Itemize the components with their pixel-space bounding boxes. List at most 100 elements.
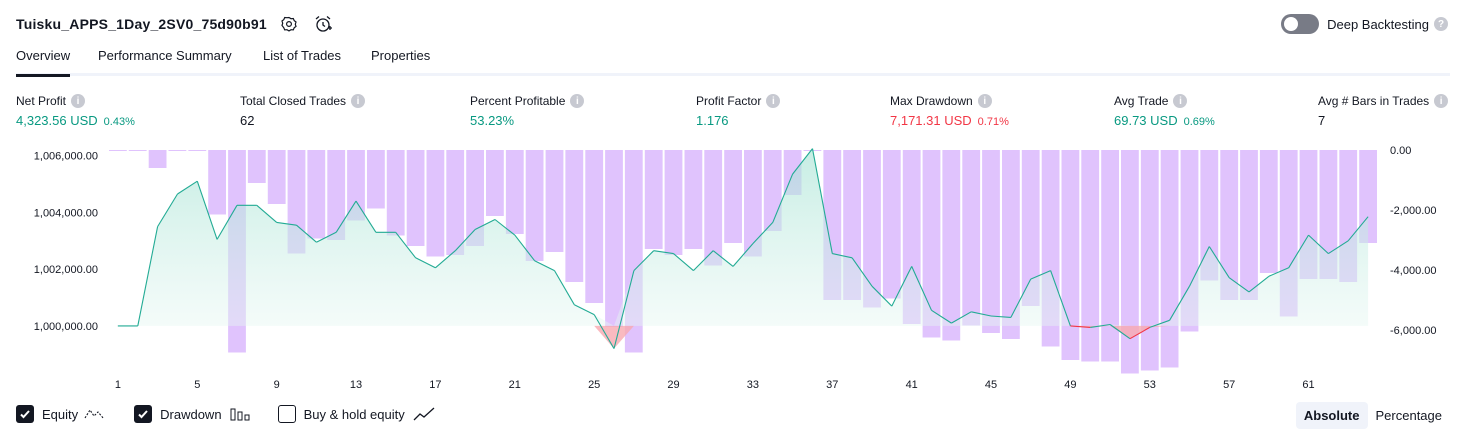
- equity-line-segment: [574, 304, 595, 316]
- equity-line-segment: [673, 253, 694, 272]
- equity-line-segment: [1248, 275, 1270, 293]
- equity-line-segment: [633, 250, 655, 271]
- tab-bar: Overview Performance Summary List of Tra…: [16, 44, 1450, 77]
- metrics-row: Net Profit i 4,323.56 USD 0.43% Total Clos…: [16, 92, 1450, 132]
- percentage-button[interactable]: Percentage: [1375, 407, 1443, 423]
- drawdown-bar: [486, 150, 504, 216]
- x-axis-tick-label: 61: [1302, 379, 1314, 391]
- equity-line-segment: [554, 270, 575, 305]
- equity-line-segment: [157, 193, 178, 227]
- info-icon[interactable]: i: [1434, 94, 1449, 108]
- info-icon[interactable]: i: [71, 94, 86, 108]
- info-icon[interactable]: i: [351, 94, 366, 108]
- x-axis-tick-label: 49: [1064, 379, 1076, 391]
- strategy-title-row: Tuisku_APPS_1Day_2SV0_75d90b91: [16, 12, 335, 36]
- equity-line-segment: [891, 266, 913, 307]
- info-icon[interactable]: i: [766, 94, 781, 108]
- x-axis-tick-label: 17: [429, 379, 441, 391]
- x-axis-tick-label: 33: [747, 379, 759, 391]
- drawdown-bar: [347, 150, 365, 221]
- equity-line-segment: [474, 219, 496, 230]
- gear-icon[interactable]: [277, 12, 301, 36]
- equity-chart[interactable]: 1,006,000.00 1,004,000.00 1,002,000.00 1,00…: [0, 140, 1466, 398]
- buy-hold-checkbox[interactable]: [277, 405, 296, 423]
- legend-equity-label: Equity: [42, 406, 79, 422]
- equity-line-segment: [832, 253, 853, 259]
- metric-total-closed-trades: Total Closed Trades i 62: [240, 92, 366, 128]
- alarm-clock-icon[interactable]: [311, 12, 335, 36]
- drawdown-bar: [1140, 150, 1159, 371]
- info-icon[interactable]: i: [1173, 94, 1188, 108]
- equity-line-segment: [593, 314, 615, 349]
- equity-line-segment: [871, 285, 893, 307]
- equity-line-segment: [951, 311, 972, 324]
- equity-area: [117, 148, 1369, 326]
- equity-line-segment: [1030, 270, 1051, 280]
- x-axis-tick-label: 57: [1223, 379, 1235, 391]
- tab-properties[interactable]: Properties: [371, 48, 431, 63]
- x-axis-tick-label: 1: [115, 379, 121, 391]
- metric-label: Avg Trade: [1114, 94, 1169, 108]
- x-axis-tick-label: 41: [906, 379, 918, 391]
- drawdown-checkbox[interactable]: [134, 405, 153, 423]
- drawdown-bar: [1061, 150, 1080, 360]
- deep-backtesting-toggle[interactable]: [1281, 14, 1320, 34]
- metric-label: Profit Factor: [696, 94, 762, 108]
- info-icon[interactable]: i: [570, 94, 585, 108]
- help-icon[interactable]: ?: [1434, 17, 1448, 31]
- legend-buy-hold[interactable]: Buy & hold equity: [277, 405, 435, 423]
- equity-line-segment: [395, 231, 417, 259]
- legend-equity[interactable]: Equity: [16, 405, 106, 423]
- tab-overview[interactable]: Overview: [16, 48, 71, 77]
- chart-legend: Equity Drawdown Buy & hold equity: [16, 402, 463, 426]
- equity-line-segment: [1228, 277, 1250, 293]
- metric-label: Max Drawdown: [890, 94, 973, 108]
- equity-line-segment: [1070, 325, 1091, 328]
- x-axis-tick-label: 9: [274, 379, 280, 391]
- equity-line-segment: [494, 219, 516, 236]
- equity-line-segment: [216, 205, 238, 240]
- drawdown-bar: [1240, 150, 1258, 300]
- drawdown-bar: [605, 150, 623, 327]
- drawdown-bar: [1200, 150, 1219, 281]
- tab-list-of-trades[interactable]: List of Trades: [263, 48, 342, 63]
- equity-line-segment: [534, 260, 555, 272]
- metric-value: 4,323.56 USD: [16, 113, 98, 128]
- x-axis-tick-label: 45: [985, 379, 997, 391]
- equity-line-segment: [296, 224, 317, 243]
- drawdown-bar: [942, 150, 961, 341]
- tab-performance-summary[interactable]: Performance Summary: [98, 48, 232, 63]
- equity-line-segment: [514, 234, 536, 262]
- equity-checkbox[interactable]: [16, 405, 34, 423]
- equity-line-segment: [276, 221, 297, 226]
- drawdown-bar: [367, 150, 385, 209]
- legend-buy-hold-label: Buy & hold equity: [303, 406, 405, 422]
- equity-line-segment: [1010, 278, 1032, 318]
- metric-net-profit: Net Profit i 4,323.56 USD 0.43%: [16, 92, 135, 128]
- x-axis-tick-label: 53: [1144, 379, 1156, 391]
- drawdown-bars-icon: [230, 407, 250, 421]
- equity-line-segment: [454, 229, 476, 252]
- scale-toggle: Absolute Percentage: [1295, 400, 1450, 430]
- x-axis-tick-label: 37: [826, 379, 838, 391]
- legend-drawdown[interactable]: Drawdown: [134, 405, 250, 423]
- equity-line-segment: [1050, 270, 1071, 327]
- metric-label: Net Profit: [16, 94, 67, 108]
- drawdown-bar: [863, 150, 881, 308]
- drawdown-bar: [446, 150, 465, 255]
- deep-backtesting: Deep Backtesting ?: [1281, 12, 1448, 36]
- equity-drawdown-chart[interactable]: 1,006,000.00 1,004,000.00 1,002,000.00 1,00…: [0, 140, 1466, 398]
- absolute-button[interactable]: Absolute: [1295, 401, 1368, 429]
- drawdown-bar: [644, 150, 663, 249]
- equity-line-segment: [1189, 246, 1210, 287]
- info-icon[interactable]: i: [977, 94, 992, 108]
- right-axis-label: -6,000.00: [1390, 325, 1436, 337]
- strategy-title: Tuisku_APPS_1Day_2SV0_75d90b91: [16, 16, 267, 32]
- metric-label: Total Closed Trades: [240, 94, 347, 108]
- equity-line-segment: [811, 148, 833, 254]
- equity-line-segment: [693, 250, 714, 271]
- drawdown-bar: [1319, 150, 1338, 279]
- drawdown-bar: [525, 150, 544, 261]
- metric-avg-trade: Avg Trade i 69.73 USD 0.69%: [1114, 92, 1215, 128]
- drawdown-bar: [1101, 150, 1119, 362]
